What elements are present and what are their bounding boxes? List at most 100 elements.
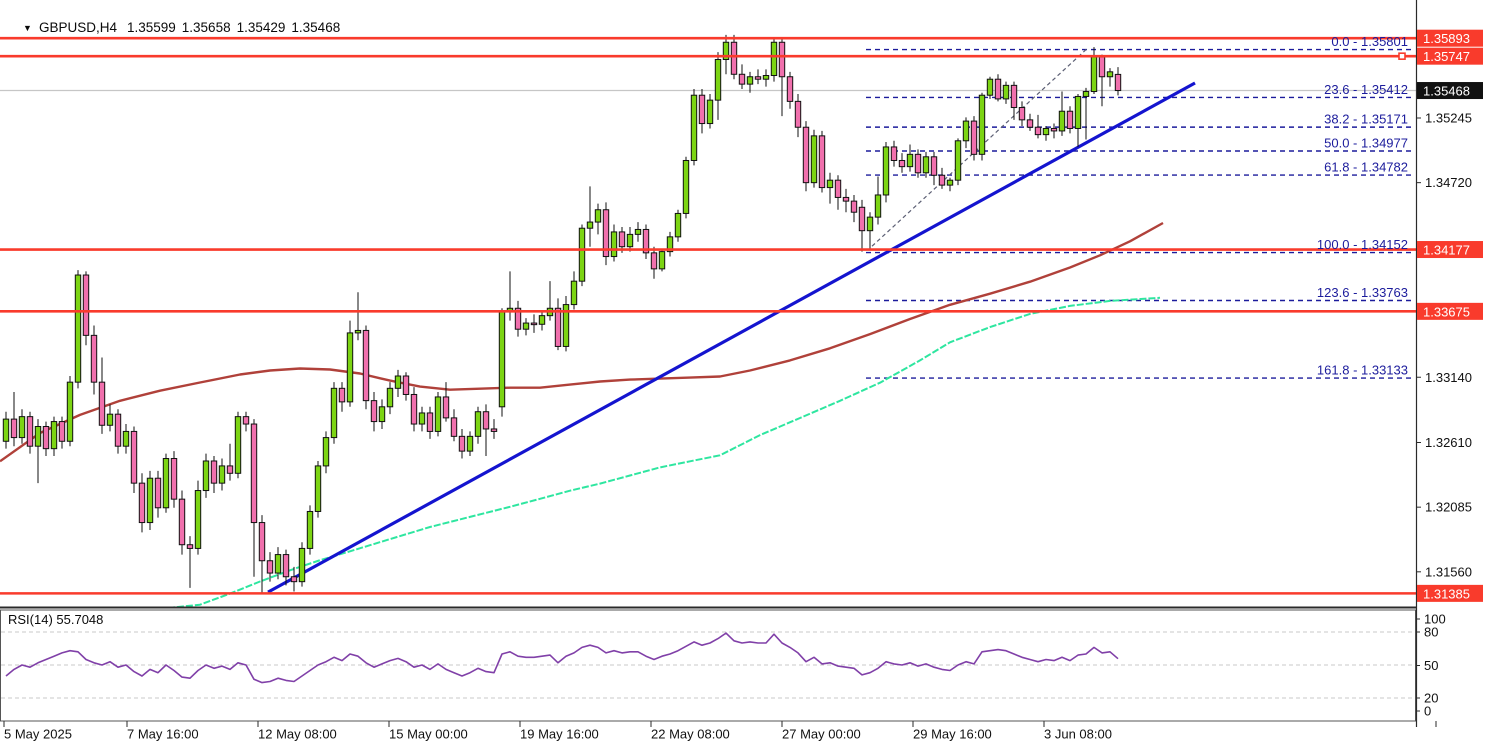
candle-bear [914,153,922,174]
candle-bull [418,412,426,425]
fib-level-label[interactable]: 61.8 - 1.34782 [1324,160,1408,175]
candle-bear [458,435,466,452]
price-axis-label: 1.35245 [1425,111,1472,126]
candle-bull [234,416,242,474]
candle-bull [954,140,962,181]
candle-bull [474,411,482,437]
line-anchor-marker[interactable] [1398,52,1406,60]
candle-bear [1026,119,1034,128]
price-tag-text: 1.34177 [1423,243,1470,258]
candle-bear [58,421,66,442]
candle-bear [402,375,410,395]
candle-bear [802,126,810,184]
ma-green-line[interactable] [167,296,1161,608]
price-axis-label: 1.32610 [1425,435,1472,450]
candle-bear [410,393,418,425]
candle-bear [210,460,218,484]
ma-brown-line[interactable] [0,221,1164,463]
candle-bear [338,387,346,403]
time-axis-label: 3 Jun 08:00 [1044,727,1112,742]
candle-bull [594,209,602,223]
candle-bear [850,200,858,213]
candle-bear [290,576,298,583]
candle-bear [778,41,786,78]
price-tag-text: 1.35893 [1423,31,1470,46]
candle-bull [298,547,306,583]
candle-bull [714,59,722,101]
candle-bear [554,307,562,347]
candle-bear [154,477,162,509]
price-tag-text: 1.35747 [1423,49,1470,64]
fib-level-label[interactable]: 38.2 - 1.35171 [1324,112,1408,127]
candle-bull [1090,56,1098,93]
time-axis-label: 15 May 00:00 [389,727,468,742]
candle-bear [442,396,450,419]
candle-bear [266,560,274,574]
time-axis-label: 27 May 00:00 [782,727,861,742]
candle-bull [538,315,546,325]
main-chart-pane[interactable]: 0.0 - 1.35801 23.6 - 1.35412 38.2 - 1.3517… [0,34,1416,608]
candle-bull [690,94,698,161]
candle-bull [146,477,154,524]
candle-bear [514,307,522,330]
symbol-period-label: GBPUSD,H4 [38,20,117,35]
candle-bear [82,274,90,336]
fib-level-label[interactable]: 161.8 - 1.33133 [1317,363,1408,378]
candle-bull [434,396,442,432]
price-axis[interactable]: 1.35245 1.34720 1.33140 1.32610 1.32085 1.315… [1415,0,1483,727]
candle-bull [1042,127,1050,136]
candle-bear [530,322,538,326]
trendline-blue[interactable] [267,81,1196,594]
candle-bear [130,430,138,484]
fib-level-label[interactable]: 0.0 - 1.35801 [1331,34,1408,49]
candle-bull [626,233,634,248]
symbol-dropdown-icon[interactable]: ▼ [23,23,32,33]
rsi-scale-label: 20 [1424,691,1438,706]
candle-bull [50,421,58,450]
candle-bull [882,146,890,196]
candle-bear [698,94,706,125]
candle-bull [962,120,970,142]
candle-bull [674,212,682,238]
fibonacci-retracement[interactable] [866,48,1412,379]
time-axis[interactable]: 5 May 2025 7 May 16:00 12 May 08:00 15 May … [3,721,1437,742]
time-axis-label: 22 May 08:00 [651,727,730,742]
time-axis-label: 19 May 16:00 [520,727,599,742]
fib-level-label[interactable]: 100.0 - 1.34152 [1317,237,1408,252]
price-tag-text: 1.33675 [1423,304,1470,319]
candle-bear [186,544,194,549]
candle-bear [754,76,762,80]
candle-bear [642,228,650,254]
candle-bear [994,78,1002,100]
candle-bear [730,41,738,75]
candle-bear [650,252,658,270]
time-axis-label: 29 May 16:00 [913,727,992,742]
candle-bear [602,209,610,258]
candle-bear [90,334,98,383]
candle-bull [346,332,354,403]
candle-bull [18,416,26,439]
fib-level-label[interactable]: 123.6 - 1.33763 [1317,285,1408,300]
candle-bear [1050,127,1058,132]
candle-bull [306,510,314,549]
fib-level-label[interactable]: 23.6 - 1.35412 [1324,82,1408,97]
price-axis-label: 1.32085 [1425,500,1472,515]
candle-bear [490,428,498,432]
fib-level-label[interactable]: 50.0 - 1.34977 [1324,136,1408,151]
candle-bull [866,216,874,232]
candle-bull [1058,110,1066,132]
candle-bear [98,381,106,426]
candle-bear [842,196,850,202]
rsi-scale-label: 0 [1424,704,1431,719]
candle-bear [1018,107,1026,121]
rsi-panel[interactable] [0,609,1416,722]
quote-open: 1.35599 [126,20,176,35]
candle-bull [682,159,690,214]
candle-bull [874,194,882,218]
candle-bear [178,498,186,546]
candle-bull [922,156,930,174]
price-tag-red [1417,302,1483,320]
candle-bull [770,41,778,77]
